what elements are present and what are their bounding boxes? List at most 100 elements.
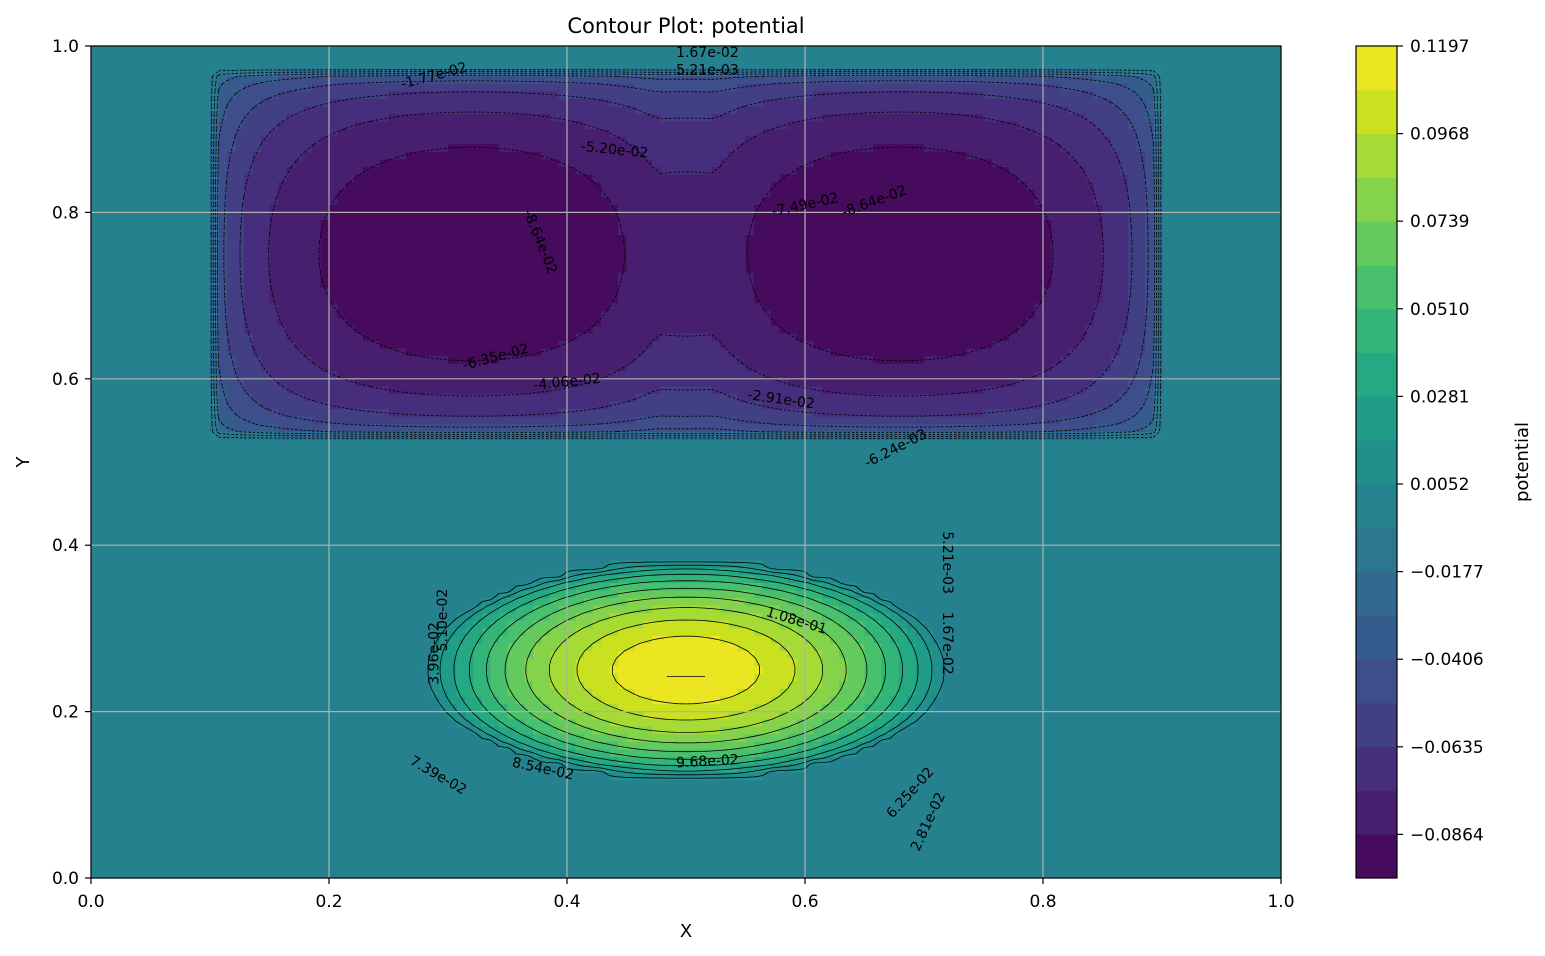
contour-cell: [1085, 318, 1095, 327]
contour-cell: [1136, 159, 1146, 168]
contour-cell: [660, 76, 670, 85]
contour-cell: [269, 91, 279, 100]
contour-cell: [1017, 121, 1027, 130]
contour-cell: [932, 144, 942, 153]
contour-cell: [890, 204, 900, 213]
contour-cell: [1119, 219, 1129, 229]
contour-cell: [1153, 174, 1163, 183]
contour-cell: [958, 250, 968, 259]
contour-cell: [1085, 333, 1095, 342]
contour-cell: [295, 121, 305, 130]
contour-cell: [558, 393, 568, 403]
contour-cell: [618, 378, 628, 387]
contour-cell: [354, 136, 364, 145]
contour-cell: [269, 204, 279, 213]
contour-cell: [482, 144, 492, 153]
contour-cell: [703, 98, 713, 108]
contour-cell: [924, 288, 934, 297]
contour-cell: [864, 333, 874, 342]
contour-cell: [422, 121, 432, 130]
contour-cell: [864, 288, 874, 297]
contour-cell: [1068, 250, 1078, 259]
contour-cell: [567, 98, 577, 108]
contour-cell: [1026, 363, 1036, 372]
contour-cell: [592, 401, 602, 410]
contour-cell: [1153, 295, 1163, 304]
contour-cell: [584, 318, 594, 327]
contour-cell: [524, 295, 534, 304]
contour-cell: [1000, 310, 1010, 319]
contour-cell: [456, 68, 466, 77]
contour-cell: [295, 386, 305, 395]
contour-cell: [873, 295, 883, 304]
contour-cell: [975, 68, 985, 77]
contour-cell: [1085, 212, 1095, 221]
contour-cell: [635, 333, 645, 342]
contour-cell: [1017, 83, 1027, 92]
contour-cell: [890, 121, 900, 130]
contour-cell: [363, 371, 373, 380]
contour-cell: [286, 159, 296, 168]
contour-cell: [320, 174, 330, 183]
contour-cell: [320, 265, 330, 274]
contour-cell: [745, 295, 755, 304]
contour-cell: [456, 288, 466, 297]
contour-cell: [737, 333, 747, 342]
contour-cell: [924, 235, 934, 244]
contour-cell: [1034, 227, 1044, 236]
contour-cell: [567, 182, 577, 191]
contour-cell: [295, 393, 305, 403]
contour-cell: [694, 378, 704, 387]
contour-cell: [941, 83, 951, 92]
contour-cell: [728, 83, 738, 92]
contour-cell: [626, 363, 636, 372]
contour-cell: [958, 257, 968, 266]
contour-cell: [907, 303, 917, 312]
contour-cell: [1145, 83, 1155, 92]
contour-cell: [958, 182, 968, 191]
contour-cell: [1026, 129, 1036, 138]
contour-cell: [414, 174, 424, 183]
contour-cell: [754, 325, 764, 335]
contour-cell: [227, 371, 237, 380]
contour-cell: [329, 98, 339, 108]
contour-cell: [839, 151, 849, 161]
contour-cell: [754, 189, 764, 198]
contour-cell: [414, 310, 424, 319]
contour-cell: [958, 83, 968, 92]
contour-cell: [847, 106, 857, 115]
contour-cell: [609, 174, 619, 183]
contour-cell: [949, 280, 959, 289]
contour-cell: [218, 91, 228, 100]
contour-cell: [618, 76, 628, 85]
contour-cell: [813, 333, 823, 342]
contour-cell: [1077, 310, 1087, 319]
contour-cell: [1145, 98, 1155, 108]
contour-cell: [252, 348, 262, 357]
contour-cell: [1009, 212, 1019, 221]
contour-cell: [856, 265, 866, 274]
contour-cell: [567, 386, 577, 395]
contour-cell: [1060, 235, 1070, 244]
contour-cell: [1145, 371, 1155, 380]
contour-cell: [295, 204, 305, 213]
contour-cell: [422, 68, 432, 77]
contour-cell: [1000, 136, 1010, 145]
contour-cell: [431, 98, 441, 108]
contour-cell: [1102, 83, 1112, 92]
contour-cell: [983, 83, 993, 92]
contour-cell: [686, 265, 696, 274]
contour-cell: [1128, 325, 1138, 335]
contour-cell: [295, 151, 305, 161]
contour-cell: [337, 235, 347, 244]
contour-cell: [890, 325, 900, 335]
contour-cell: [1102, 265, 1112, 274]
contour-cell: [762, 167, 772, 176]
contour-cell: [932, 106, 942, 115]
contour-cell: [915, 151, 925, 161]
contour-cell: [779, 295, 789, 304]
contour-cell: [567, 197, 577, 206]
contour-cell: [448, 318, 458, 327]
contour-cell: [380, 121, 390, 130]
contour-cell: [346, 136, 356, 145]
